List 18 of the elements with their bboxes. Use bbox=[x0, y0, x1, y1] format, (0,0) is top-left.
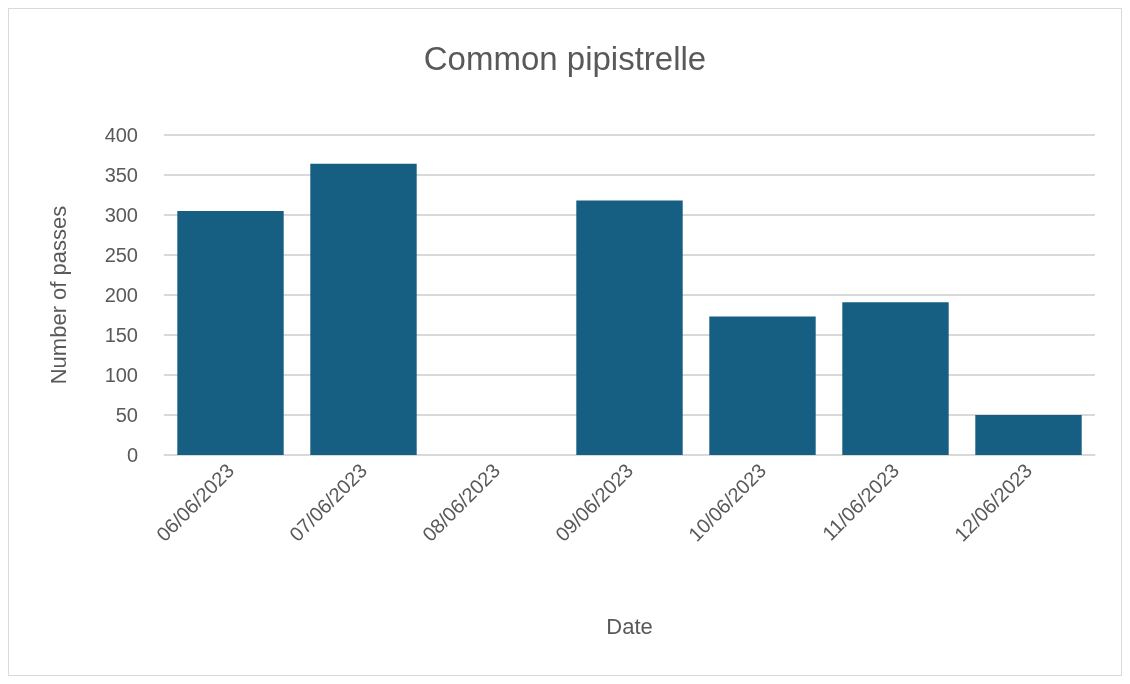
bar bbox=[842, 302, 949, 455]
y-tick-label: 200 bbox=[104, 284, 138, 306]
y-tick-label: 0 bbox=[126, 444, 138, 466]
y-tick-label: 250 bbox=[104, 244, 138, 266]
y-tick-label: 100 bbox=[104, 364, 138, 386]
y-tick-label: 50 bbox=[115, 404, 138, 426]
y-tick-label: 300 bbox=[104, 204, 138, 226]
bar bbox=[576, 200, 683, 455]
y-tick-label: 350 bbox=[104, 164, 138, 186]
chart-title: Common pipistrelle bbox=[423, 40, 707, 77]
y-axis-title: Number of passes bbox=[45, 205, 71, 385]
bar bbox=[709, 316, 816, 455]
y-tick-label: 400 bbox=[104, 124, 138, 146]
bar bbox=[310, 163, 417, 455]
bar bbox=[177, 211, 284, 455]
y-tick-label: 150 bbox=[104, 324, 138, 346]
x-axis-title: Date bbox=[606, 613, 653, 639]
bar bbox=[975, 415, 1082, 455]
